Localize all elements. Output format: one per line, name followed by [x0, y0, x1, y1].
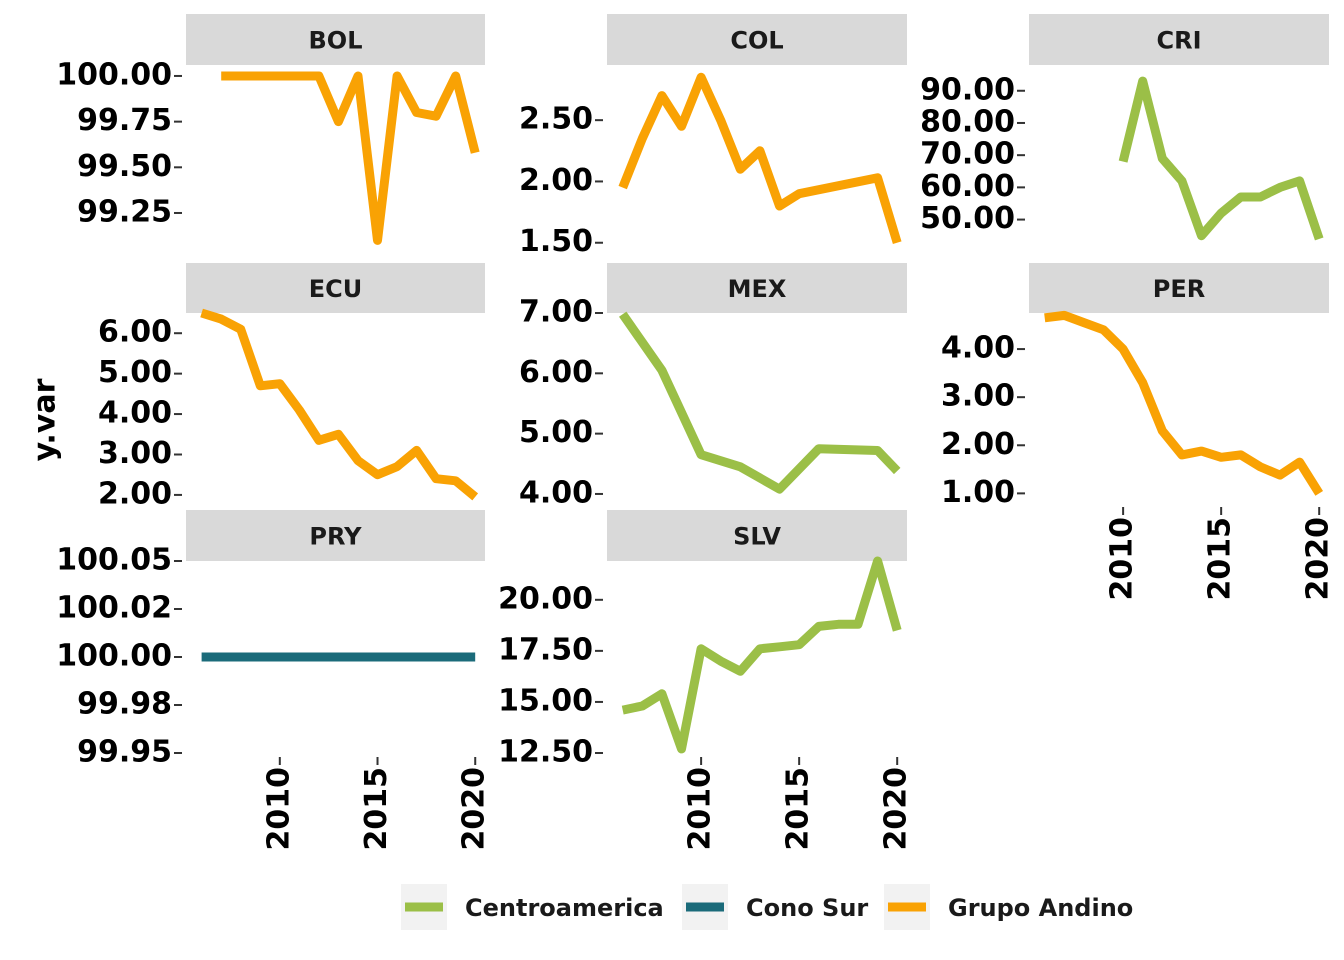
- y-tick-label: 12.50: [498, 735, 593, 770]
- legend-item-cono-sur: Cono Sur: [682, 884, 868, 930]
- panel-slv: SLV 12.50 15.00 17.50 20.00 2010 2015 2020: [498, 510, 914, 851]
- strip-background: [607, 263, 907, 313]
- legend-label: Cono Sur: [746, 894, 868, 922]
- strip-background: [1029, 263, 1329, 313]
- x-tick-label: 2010: [683, 767, 718, 851]
- x-tick-label: 2010: [261, 767, 296, 851]
- y-tick-label: 3.00: [941, 379, 1015, 414]
- y-axis-label: y.var: [28, 378, 63, 461]
- x-tick-label: 2020: [1301, 517, 1336, 601]
- y-tick-label: 4.00: [519, 475, 593, 510]
- legend-label: Grupo Andino: [948, 894, 1133, 922]
- y-tick-label: 17.50: [498, 632, 593, 667]
- y-tick-label: 7.00: [519, 295, 593, 330]
- strip-background: [186, 14, 485, 65]
- series-line-per: [1044, 310, 1324, 496]
- panel-mex: MEX 4.00 5.00 6.00 7.00: [519, 263, 907, 510]
- y-tick-label: 3.00: [98, 436, 172, 471]
- y-tick-label: 50.00: [920, 201, 1015, 236]
- y-tick-label: 4.00: [98, 396, 172, 431]
- y-tick-label: 99.75: [77, 103, 172, 138]
- panel-col: COL 1.50 2.00 2.50: [519, 14, 907, 259]
- y-tick-label: 15.00: [498, 683, 593, 718]
- y-tick-label: 100.00: [56, 639, 172, 674]
- y-tick-label: 5.00: [98, 355, 172, 390]
- y-tick-label: 6.00: [98, 315, 172, 350]
- strip-background: [186, 510, 485, 561]
- legend-item-centroamerica: Centroamerica: [401, 884, 664, 930]
- y-tick-label: 100.05: [56, 543, 172, 578]
- legend-label: Centroamerica: [465, 894, 664, 922]
- x-tick-label: 2015: [781, 767, 816, 851]
- series-line-ecu: [200, 308, 479, 501]
- y-tick-label: 5.00: [519, 415, 593, 450]
- strip-label: PRY: [309, 523, 362, 551]
- y-tick-label: 90.00: [920, 72, 1015, 107]
- y-tick-label: 1.50: [519, 224, 593, 259]
- x-tick-label: 2020: [457, 767, 492, 851]
- y-tick-label: 2.00: [519, 163, 593, 198]
- x-tick-label: 2010: [1105, 517, 1140, 601]
- strip-background: [1029, 14, 1329, 65]
- y-tick-label: 6.00: [519, 355, 593, 390]
- strip-label: BOL: [309, 27, 363, 55]
- series-line-mex: [619, 311, 901, 494]
- x-tick-label: 2020: [879, 767, 914, 851]
- strip-label: MEX: [728, 275, 787, 303]
- y-tick-label: 100.00: [56, 57, 172, 92]
- panel-pry: PRY 99.95 99.98 100.00 100.02 100.05 2010 2015 2…: [56, 510, 492, 851]
- series-line-col: [618, 72, 902, 245]
- y-tick-label: 1.00: [941, 475, 1015, 510]
- strip-label: CRI: [1156, 27, 1201, 55]
- strip-background: [186, 263, 485, 313]
- panel-bol: BOL 99.25 99.50 99.75 100.00: [56, 14, 485, 245]
- y-tick-label: 2.50: [519, 102, 593, 137]
- y-tick-label: 70.00: [920, 137, 1015, 172]
- y-tick-label: 80.00: [920, 104, 1015, 139]
- legend: Centroamerica Cono Sur Grupo Andino: [401, 884, 1133, 930]
- y-tick-label: 100.02: [56, 591, 172, 626]
- y-tick-label: 2.00: [98, 476, 172, 511]
- y-tick-label: 99.25: [77, 194, 172, 229]
- y-tick-label: 4.00: [941, 331, 1015, 366]
- y-tick-label: 60.00: [920, 169, 1015, 204]
- y-tick-label: 99.98: [77, 687, 172, 722]
- series-line-cri: [1118, 76, 1324, 241]
- strip-background: [607, 14, 907, 65]
- y-tick-label: 99.50: [77, 149, 172, 184]
- series-line-bol: [221, 71, 480, 245]
- y-tick-label: 20.00: [498, 581, 593, 616]
- strip-label: SLV: [733, 523, 781, 551]
- strip-label: PER: [1153, 275, 1205, 303]
- strip-label: ECU: [309, 275, 363, 303]
- panel-per: PER 1.00 2.00 3.00 4.00 2010 2015 2020: [941, 263, 1336, 601]
- y-tick-label: 99.95: [77, 735, 172, 770]
- series-line-slv: [621, 556, 902, 754]
- panel-ecu: ECU 2.00 3.00 4.00 5.00 6.00: [98, 263, 485, 511]
- strip-label: COL: [730, 27, 783, 55]
- x-tick-label: 2015: [359, 767, 394, 851]
- legend-item-grupo-andino: Grupo Andino: [884, 884, 1133, 930]
- strip-background: [607, 510, 907, 561]
- y-tick-label: 2.00: [941, 427, 1015, 462]
- x-tick-label: 2015: [1203, 517, 1238, 601]
- facet-panels: BOL99.2599.5099.75100.00COL1.502.002.50C…: [56, 14, 1336, 851]
